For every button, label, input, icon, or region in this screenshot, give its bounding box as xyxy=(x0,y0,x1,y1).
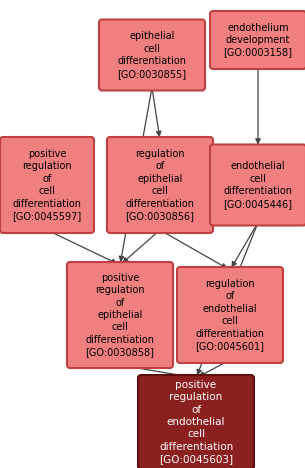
Text: epithelial
cell
differentiation
[GO:0030855]: epithelial cell differentiation [GO:0030… xyxy=(117,31,187,79)
Text: positive
regulation
of
epithelial
cell
differentiation
[GO:0030858]: positive regulation of epithelial cell d… xyxy=(85,273,155,357)
FancyBboxPatch shape xyxy=(99,20,205,90)
Text: regulation
of
epithelial
cell
differentiation
[GO:0030856]: regulation of epithelial cell differenti… xyxy=(125,149,195,221)
FancyBboxPatch shape xyxy=(67,262,173,368)
FancyBboxPatch shape xyxy=(177,267,283,363)
Text: positive
regulation
of
cell
differentiation
[GO:0045597]: positive regulation of cell differentiat… xyxy=(13,149,82,221)
FancyBboxPatch shape xyxy=(210,11,305,69)
Text: regulation
of
endothelial
cell
differentiation
[GO:0045601]: regulation of endothelial cell different… xyxy=(196,279,264,351)
Text: endothelial
cell
differentiation
[GO:0045446]: endothelial cell differentiation [GO:004… xyxy=(224,161,292,209)
FancyBboxPatch shape xyxy=(107,137,213,233)
Text: positive
regulation
of
endothelial
cell
differentiation
[GO:0045603]: positive regulation of endothelial cell … xyxy=(159,380,233,464)
FancyBboxPatch shape xyxy=(210,145,305,226)
Text: endothelium
development
[GO:0003158]: endothelium development [GO:0003158] xyxy=(224,22,292,58)
FancyBboxPatch shape xyxy=(0,137,94,233)
FancyBboxPatch shape xyxy=(138,375,254,468)
